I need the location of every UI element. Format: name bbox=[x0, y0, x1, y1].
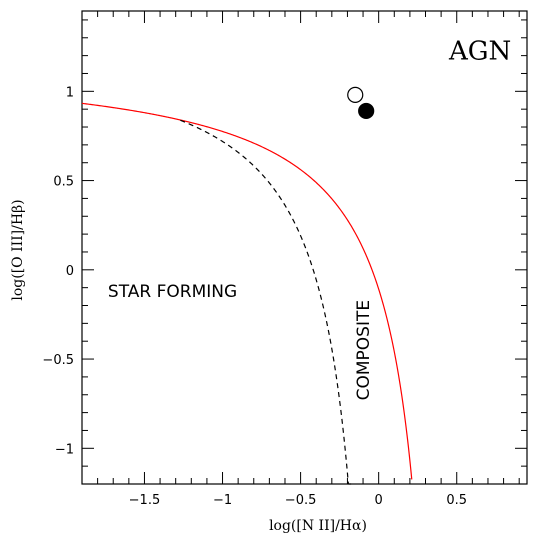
y-tick-label: 0 bbox=[66, 264, 74, 279]
axis-tick-labels: −1.5 −1 −0.5 0 0.5 −1 −0.5 0 0.5 1 bbox=[42, 85, 467, 508]
filled-circle-point bbox=[358, 102, 375, 120]
data-points bbox=[347, 86, 375, 120]
kauffmann-curve bbox=[180, 119, 352, 485]
y-tick-label: 1 bbox=[66, 85, 74, 100]
x-tick-label: 0 bbox=[375, 493, 383, 508]
region-label-composite: COMPOSITE bbox=[354, 300, 374, 400]
region-label-agn: AGN bbox=[448, 36, 511, 66]
y-tick-label: −0.5 bbox=[42, 353, 74, 368]
open-circle-point bbox=[347, 86, 364, 103]
x-tick-label: −1 bbox=[213, 493, 232, 508]
plot-border bbox=[81, 10, 528, 485]
y-tick-label: 0.5 bbox=[53, 175, 74, 190]
axis-ticks bbox=[81, 11, 527, 485]
x-tick-label: −0.5 bbox=[285, 493, 317, 508]
x-tick-label: 0.5 bbox=[446, 493, 467, 508]
x-axis-label: log([N II]/Hα) bbox=[269, 518, 367, 534]
plot-frame bbox=[81, 10, 528, 485]
region-labels: AGN STAR FORMING COMPOSITE bbox=[108, 36, 511, 400]
region-label-star-forming: STAR FORMING bbox=[108, 282, 237, 302]
y-tick-label: −1 bbox=[55, 442, 74, 457]
x-tick-label: −1.5 bbox=[129, 493, 161, 508]
demarcation-curves bbox=[81, 102, 413, 485]
kewley-curve bbox=[81, 102, 413, 480]
y-axis-label: log([O III]/Hβ) bbox=[10, 199, 26, 300]
